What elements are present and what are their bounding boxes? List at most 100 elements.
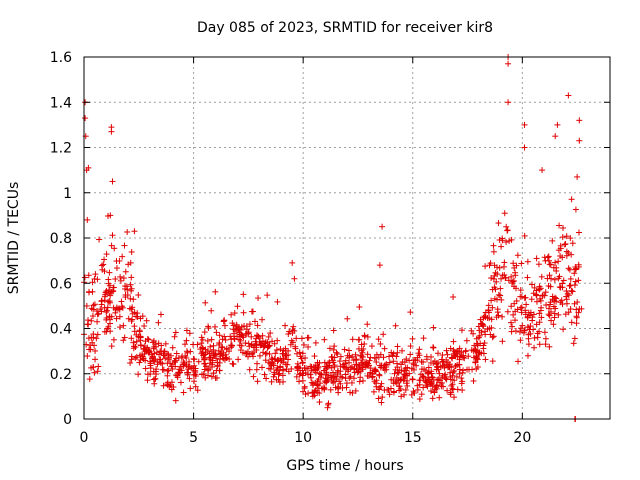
data-point <box>394 349 401 356</box>
data-point <box>514 252 521 259</box>
data-point <box>152 341 159 348</box>
data-point <box>345 347 352 354</box>
data-point <box>539 167 546 174</box>
data-point <box>103 251 110 258</box>
data-point <box>136 334 143 341</box>
data-point <box>259 316 266 323</box>
data-point <box>301 385 308 392</box>
data-point <box>323 363 330 370</box>
data-point <box>490 333 497 340</box>
data-point <box>364 372 371 379</box>
y-tick-label: 0.2 <box>50 367 72 383</box>
data-point <box>381 345 388 352</box>
data-point <box>205 367 212 374</box>
data-point <box>190 365 197 372</box>
data-point <box>296 378 303 385</box>
data-point <box>183 354 190 361</box>
data-point <box>449 372 456 379</box>
data-point <box>108 313 115 320</box>
data-point <box>559 234 566 241</box>
data-point <box>524 352 531 359</box>
data-point <box>299 377 306 384</box>
data-point <box>491 295 498 302</box>
data-point <box>565 292 572 299</box>
data-point <box>251 344 258 351</box>
data-point <box>330 359 337 366</box>
data-point <box>499 272 506 279</box>
data-point <box>294 364 301 371</box>
data-point <box>531 344 538 351</box>
data-point <box>173 350 180 357</box>
data-point <box>227 333 234 340</box>
data-point <box>258 364 265 371</box>
data-point <box>465 353 472 360</box>
data-point <box>128 248 135 255</box>
data-point <box>341 346 348 353</box>
data-point <box>293 335 300 342</box>
data-point <box>433 385 440 392</box>
data-point <box>165 351 172 358</box>
data-point <box>404 382 411 389</box>
data-point <box>352 387 359 394</box>
data-point <box>207 354 214 361</box>
data-point <box>570 340 577 347</box>
data-point <box>480 323 487 330</box>
data-point <box>235 356 242 363</box>
data-point <box>434 364 441 371</box>
data-point <box>125 261 132 268</box>
data-point <box>567 235 574 242</box>
data-point <box>547 299 554 306</box>
data-point <box>103 328 110 335</box>
data-point <box>264 344 271 351</box>
data-point <box>326 345 333 352</box>
data-point <box>89 279 96 286</box>
data-point <box>434 377 441 384</box>
data-point <box>295 365 302 372</box>
data-point <box>547 261 554 268</box>
data-point <box>495 291 502 298</box>
data-point <box>575 229 582 236</box>
data-point <box>463 337 470 344</box>
data-point <box>249 308 256 315</box>
data-point <box>542 289 549 296</box>
data-point <box>533 255 540 262</box>
data-point <box>316 360 323 367</box>
data-point <box>495 220 502 227</box>
data-point <box>172 329 179 336</box>
data-point <box>82 115 89 122</box>
data-point <box>110 287 117 294</box>
data-point <box>336 358 343 365</box>
data-point <box>512 285 519 292</box>
data-point <box>265 333 272 340</box>
data-point <box>94 276 101 283</box>
data-point <box>298 355 305 362</box>
data-point <box>254 360 261 367</box>
data-point <box>150 337 157 344</box>
data-point <box>502 275 509 282</box>
data-point <box>109 232 116 239</box>
data-point <box>575 261 582 268</box>
data-point <box>568 287 575 294</box>
data-point <box>199 344 206 351</box>
data-point <box>508 273 515 280</box>
data-point <box>291 275 298 282</box>
data-point <box>186 358 193 365</box>
data-point <box>112 276 119 283</box>
data-point <box>381 366 388 373</box>
data-point <box>553 295 560 302</box>
data-point <box>264 292 271 299</box>
data-point <box>191 356 198 363</box>
data-point <box>428 370 435 377</box>
data-point <box>110 304 117 311</box>
data-point <box>229 320 236 327</box>
data-point <box>108 128 115 135</box>
data-point <box>356 303 363 310</box>
data-point <box>517 293 524 300</box>
data-point <box>351 365 358 372</box>
data-point <box>433 361 440 368</box>
data-point <box>497 285 504 292</box>
data-point <box>519 322 526 329</box>
axis-ticks: 0 5 10 15 20 0 0.2 0.4 0.6 0.8 1 1.2 1.4 1.6 <box>50 50 610 446</box>
data-point <box>416 396 423 403</box>
data-point <box>430 360 437 367</box>
